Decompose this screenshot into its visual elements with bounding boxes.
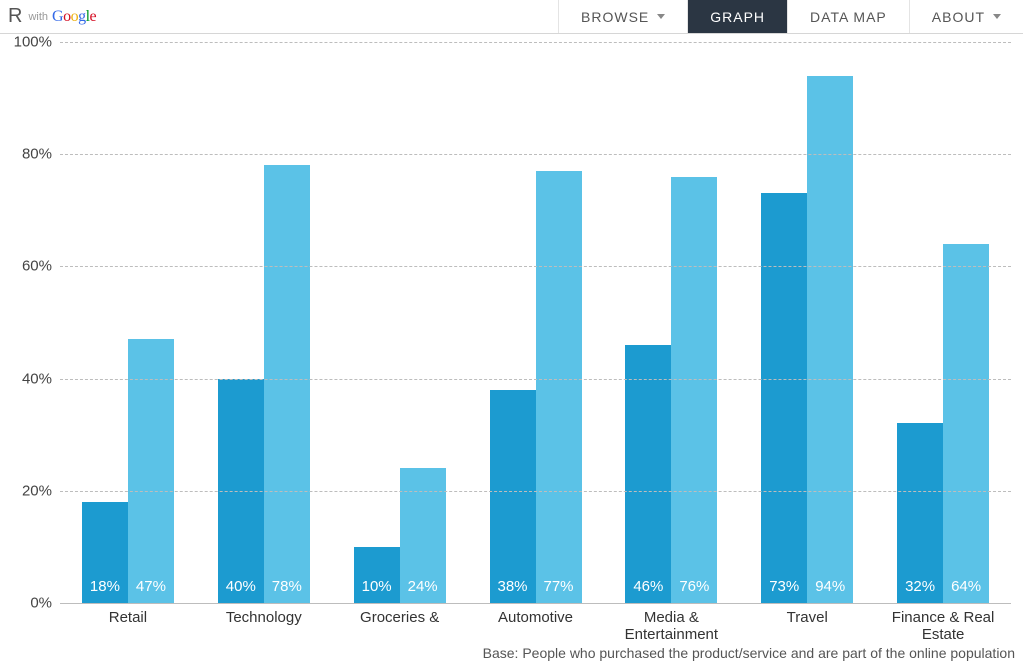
bar-group: 40% 78% bbox=[196, 42, 332, 603]
bar-value-label: 40% bbox=[226, 578, 256, 595]
bar-group: 38% 77% bbox=[468, 42, 604, 603]
google-logo: Google bbox=[52, 8, 96, 26]
y-axis-tick: 60% bbox=[22, 258, 52, 275]
x-axis-label: Media & Entertainment bbox=[603, 603, 739, 644]
bar: 46% bbox=[625, 345, 671, 603]
nav-tab-graph[interactable]: GRAPH bbox=[687, 0, 787, 33]
bar-value-label: 10% bbox=[362, 578, 392, 595]
bar: 18% bbox=[82, 502, 128, 603]
gridline bbox=[60, 379, 1011, 380]
brand-logo-letter: R bbox=[8, 5, 22, 28]
y-axis-tick: 100% bbox=[14, 34, 52, 51]
bar-pair: 10% 24% bbox=[354, 42, 446, 603]
bar-groups: 18% 47% 40% 78% 10% 24% 38% 77% 46% 76% 73% 94% 32% 6… bbox=[60, 42, 1011, 603]
bar: 32% bbox=[897, 423, 943, 603]
nav-tab-about[interactable]: ABOUT bbox=[909, 0, 1023, 33]
bar-value-label: 73% bbox=[769, 578, 799, 595]
top-nav: R with Google BROWSE GRAPH DATA MAP ABOUT bbox=[0, 0, 1023, 34]
bar-pair: 18% 47% bbox=[82, 42, 174, 603]
plot-region: 18% 47% 40% 78% 10% 24% 38% 77% 46% 76% 73% 94% 32% 6… bbox=[60, 42, 1011, 603]
chevron-down-icon bbox=[657, 14, 665, 19]
bar-value-label: 38% bbox=[497, 578, 527, 595]
x-axis-labels: RetailTechnologyGroceries &AutomotiveMed… bbox=[60, 603, 1011, 644]
bar: 64% bbox=[943, 244, 989, 603]
nav-tab-label: ABOUT bbox=[932, 9, 985, 25]
bar-value-label: 64% bbox=[951, 578, 981, 595]
x-axis-label: Technology bbox=[196, 603, 332, 644]
bar: 10% bbox=[354, 547, 400, 603]
bar-group: 18% 47% bbox=[60, 42, 196, 603]
bar-pair: 40% 78% bbox=[218, 42, 310, 603]
bar-group: 10% 24% bbox=[332, 42, 468, 603]
bar: 38% bbox=[490, 390, 536, 603]
bar-value-label: 47% bbox=[136, 578, 166, 595]
nav-tab-label: GRAPH bbox=[710, 9, 765, 25]
nav-items: BROWSE GRAPH DATA MAP ABOUT bbox=[558, 0, 1023, 33]
bar-value-label: 76% bbox=[679, 578, 709, 595]
bar-group: 73% 94% bbox=[739, 42, 875, 603]
nav-spacer bbox=[104, 0, 558, 33]
x-axis-label: Travel bbox=[739, 603, 875, 644]
bar-group: 32% 64% bbox=[875, 42, 1011, 603]
nav-tab-data-map[interactable]: DATA MAP bbox=[787, 0, 909, 33]
bar: 73% bbox=[761, 193, 807, 603]
bar-value-label: 77% bbox=[543, 578, 573, 595]
chart-area: 18% 47% 40% 78% 10% 24% 38% 77% 46% 76% 73% 94% 32% 6… bbox=[0, 34, 1023, 661]
gridline bbox=[60, 266, 1011, 267]
y-axis-tick: 40% bbox=[22, 370, 52, 387]
bar-value-label: 78% bbox=[272, 578, 302, 595]
bar: 78% bbox=[264, 165, 310, 603]
y-axis-tick: 0% bbox=[30, 595, 52, 612]
bar: 76% bbox=[671, 177, 717, 603]
bar: 77% bbox=[536, 171, 582, 603]
bar-value-label: 18% bbox=[90, 578, 120, 595]
chevron-down-icon bbox=[993, 14, 1001, 19]
x-axis-label: Retail bbox=[60, 603, 196, 644]
nav-tab-label: DATA MAP bbox=[810, 9, 887, 25]
bar-pair: 46% 76% bbox=[625, 42, 717, 603]
bar-pair: 38% 77% bbox=[490, 42, 582, 603]
bar-group: 46% 76% bbox=[603, 42, 739, 603]
bar-value-label: 32% bbox=[905, 578, 935, 595]
gridline bbox=[60, 42, 1011, 43]
chart-footnote: Base: People who purchased the product/s… bbox=[0, 645, 1019, 661]
bar-value-label: 24% bbox=[408, 578, 438, 595]
x-axis-label: Automotive bbox=[468, 603, 604, 644]
nav-tab-label: BROWSE bbox=[581, 9, 649, 25]
bar-pair: 32% 64% bbox=[897, 42, 989, 603]
bar-value-label: 46% bbox=[633, 578, 663, 595]
gridline bbox=[60, 154, 1011, 155]
bar: 24% bbox=[400, 468, 446, 603]
nav-tab-browse[interactable]: BROWSE bbox=[558, 0, 687, 33]
bar-pair: 73% 94% bbox=[761, 42, 853, 603]
x-axis-label: Finance & Real Estate bbox=[875, 603, 1011, 644]
brand-with-text: with bbox=[28, 11, 48, 23]
y-axis-tick: 80% bbox=[22, 146, 52, 163]
y-axis-tick: 20% bbox=[22, 482, 52, 499]
brand: R with Google bbox=[0, 0, 104, 33]
gridline bbox=[60, 491, 1011, 492]
bar-value-label: 94% bbox=[815, 578, 845, 595]
x-axis-label: Groceries & bbox=[332, 603, 468, 644]
